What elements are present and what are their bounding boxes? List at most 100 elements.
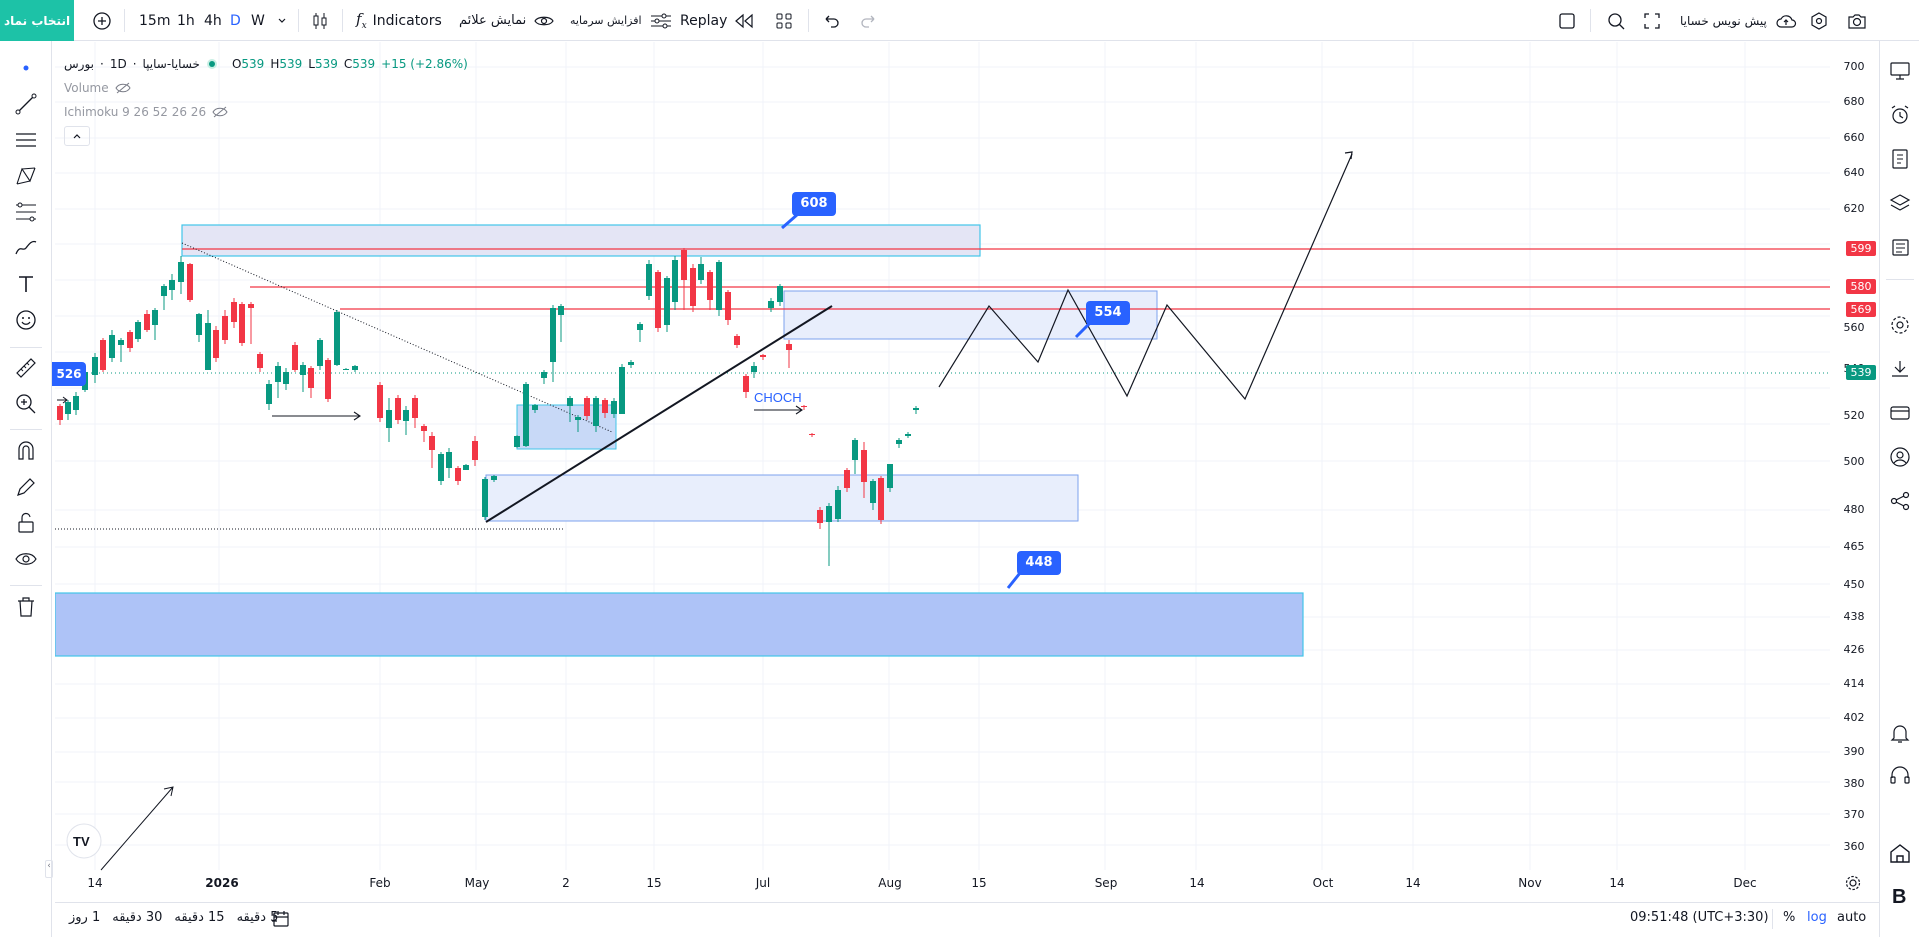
callout-608[interactable]: 608 (792, 192, 836, 216)
snapshot-button[interactable] (1847, 0, 1867, 41)
chart-legend: بورس · 1D · خسایا-سایپا O 539 H 539 L 539 C… (64, 52, 468, 148)
settings-side-button[interactable] (1888, 313, 1912, 337)
show-signals-button[interactable]: نمایش علائم (459, 0, 554, 41)
pattern-tool[interactable] (14, 164, 38, 188)
stay-drawing-tool[interactable] (14, 475, 38, 499)
add-symbol-button[interactable] (92, 0, 112, 41)
emoji-tool[interactable] (14, 308, 38, 332)
lock-drawings-tool[interactable] (14, 511, 38, 535)
capital-increase-button[interactable]: افزایش سرمایه (570, 0, 672, 41)
candle-body (619, 367, 625, 414)
layouts-button[interactable] (775, 0, 793, 41)
card-icon (1890, 406, 1910, 420)
fib-tool[interactable] (14, 200, 38, 224)
zone-608[interactable] (181, 224, 981, 257)
hide-drawings-tool[interactable] (14, 547, 38, 571)
interval-d[interactable]: D (230, 12, 241, 29)
wallet-button[interactable] (1888, 401, 1912, 425)
object-tree-button[interactable] (1888, 191, 1912, 215)
range-15-minutes[interactable]: 15 دقیقه (174, 910, 225, 925)
grid-icon (776, 13, 792, 28)
interval-15m[interactable]: 15m (139, 12, 171, 29)
zone-demand[interactable] (485, 474, 1079, 522)
data-window-button[interactable] (1888, 235, 1912, 259)
legend-symbol-row[interactable]: بورس · 1D · خسایا-سایپا O 539 H 539 L 539 C… (64, 52, 468, 76)
measure-tool[interactable] (14, 356, 38, 380)
percent-toggle[interactable]: % (1783, 910, 1796, 925)
clock-display[interactable]: 09:51:48 (UTC+3:30) (1630, 910, 1769, 925)
axis-settings-icon[interactable] (1844, 874, 1862, 892)
replay-button[interactable]: Replay (680, 0, 755, 41)
headset-icon (1890, 766, 1910, 784)
candle-body (248, 304, 254, 308)
remove-drawings-tool[interactable] (14, 595, 38, 619)
callout-554[interactable]: 554 (1086, 301, 1130, 325)
eye-crossed-icon[interactable] (115, 82, 131, 94)
fullscreen-button[interactable] (1643, 0, 1661, 41)
arrow-choch[interactable] (754, 405, 803, 415)
pre-order-button[interactable]: پیش نویس خسایا (1680, 0, 1797, 41)
undo-button[interactable] (822, 0, 840, 41)
horizontal-lines-tool[interactable] (14, 128, 38, 152)
legend-open-label: O (231, 57, 242, 71)
indicators-button[interactable]: fx Indicators (356, 0, 442, 41)
candle-body (844, 470, 850, 488)
arrow-left[interactable] (272, 411, 361, 421)
eye-crossed-icon[interactable] (212, 106, 228, 118)
select-symbol-button[interactable]: انتخاب نماد (0, 0, 74, 41)
auto-toggle[interactable]: auto (1837, 910, 1867, 925)
candle-body (292, 345, 298, 370)
zone-small[interactable] (516, 404, 617, 450)
calendar-go-to-icon[interactable] (271, 909, 291, 929)
trendline-tool[interactable] (14, 92, 38, 116)
candle-body (725, 292, 731, 320)
log-toggle[interactable]: log (1807, 910, 1827, 925)
settings-button[interactable] (1810, 0, 1828, 41)
interval-4h[interactable]: 4h (204, 12, 222, 29)
profile-button[interactable] (1888, 445, 1912, 469)
dotted-trendline[interactable] (181, 242, 613, 433)
trendline[interactable] (485, 305, 833, 523)
candle-body (386, 410, 392, 428)
zoom-tool[interactable] (14, 392, 38, 416)
callout-448[interactable]: 448 (1017, 551, 1061, 575)
watchlist-button[interactable] (1888, 59, 1912, 83)
download-button[interactable] (1888, 357, 1912, 381)
magnet-tool[interactable] (14, 439, 38, 463)
legend-collapse-button[interactable] (64, 126, 90, 146)
range-30-minutes[interactable]: 30 دقیقه (112, 910, 163, 925)
range-1-day[interactable]: 1 روز (69, 910, 101, 925)
chart-type-button[interactable] (310, 0, 330, 41)
cursor-tool[interactable] (14, 56, 38, 80)
function-icon: fx (356, 10, 367, 31)
projection-path[interactable] (938, 153, 1353, 401)
quick-search-button[interactable] (1606, 0, 1626, 41)
brush-tool[interactable] (14, 236, 38, 260)
drawing-toolbar (0, 41, 52, 937)
collapse-left-handle[interactable]: ‹ (45, 860, 53, 878)
brand-button[interactable]: B (1888, 883, 1912, 908)
zone-448[interactable] (55, 592, 1304, 657)
notes-button[interactable] (1888, 147, 1912, 171)
support-button[interactable] (1888, 763, 1912, 787)
time-tick: Feb (369, 876, 391, 890)
price-label-526[interactable]: 526 (52, 362, 86, 386)
text-tool[interactable] (14, 272, 38, 296)
arrow-bottom-left[interactable] (100, 786, 174, 871)
share-button[interactable] (1888, 489, 1912, 513)
redo-button[interactable] (860, 0, 878, 41)
chart-canvas[interactable]: CHOCH TV (55, 42, 1875, 933)
brand-b-icon: B (1892, 886, 1906, 908)
interval-dropdown[interactable] (277, 0, 287, 41)
tradingview-logo[interactable]: TV (66, 823, 102, 859)
price-level-569: 569 (1846, 302, 1876, 317)
fullscreen-rect-button[interactable] (1558, 0, 1576, 41)
notifications-button[interactable] (1888, 721, 1912, 745)
interval-w[interactable]: W (251, 12, 265, 29)
arrow-small-left[interactable] (57, 396, 68, 404)
legend-ichimoku-row[interactable]: Ichimoku 9 26 52 26 26 (64, 100, 468, 124)
interval-1h[interactable]: 1h (177, 12, 195, 29)
alerts-button[interactable] (1888, 103, 1912, 127)
legend-volume-row[interactable]: Volume (64, 76, 468, 100)
home-button[interactable] (1888, 841, 1912, 865)
